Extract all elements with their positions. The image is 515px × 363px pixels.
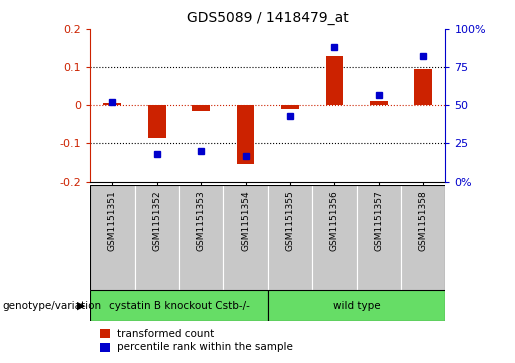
Bar bbox=[268, 185, 312, 290]
Bar bbox=[148, 105, 166, 138]
Bar bbox=[415, 69, 432, 105]
Bar bbox=[268, 290, 445, 321]
Text: percentile rank within the sample: percentile rank within the sample bbox=[117, 342, 294, 352]
Text: GSM1151353: GSM1151353 bbox=[197, 190, 205, 251]
Bar bbox=[370, 101, 388, 105]
Bar bbox=[237, 105, 254, 164]
Text: wild type: wild type bbox=[333, 301, 381, 311]
Text: GSM1151357: GSM1151357 bbox=[374, 190, 383, 251]
Text: GSM1151351: GSM1151351 bbox=[108, 190, 117, 251]
Bar bbox=[134, 185, 179, 290]
Bar bbox=[312, 185, 356, 290]
Bar bbox=[325, 56, 344, 105]
Text: GSM1151355: GSM1151355 bbox=[285, 190, 295, 251]
Text: cystatin B knockout Cstb-/-: cystatin B knockout Cstb-/- bbox=[109, 301, 249, 311]
Bar bbox=[281, 105, 299, 109]
Bar bbox=[90, 185, 134, 290]
Text: GSM1151354: GSM1151354 bbox=[241, 190, 250, 251]
Bar bbox=[179, 185, 224, 290]
Bar bbox=[104, 103, 121, 105]
Text: GSM1151356: GSM1151356 bbox=[330, 190, 339, 251]
Text: GSM1151352: GSM1151352 bbox=[152, 190, 161, 251]
Text: GSM1151358: GSM1151358 bbox=[419, 190, 428, 251]
Text: ▶: ▶ bbox=[77, 301, 86, 311]
Bar bbox=[192, 105, 210, 111]
Text: transformed count: transformed count bbox=[117, 329, 215, 339]
Bar bbox=[224, 185, 268, 290]
Title: GDS5089 / 1418479_at: GDS5089 / 1418479_at bbox=[187, 11, 349, 25]
Bar bbox=[401, 185, 445, 290]
Bar bbox=[356, 185, 401, 290]
Bar bbox=[90, 290, 268, 321]
Text: genotype/variation: genotype/variation bbox=[3, 301, 101, 311]
